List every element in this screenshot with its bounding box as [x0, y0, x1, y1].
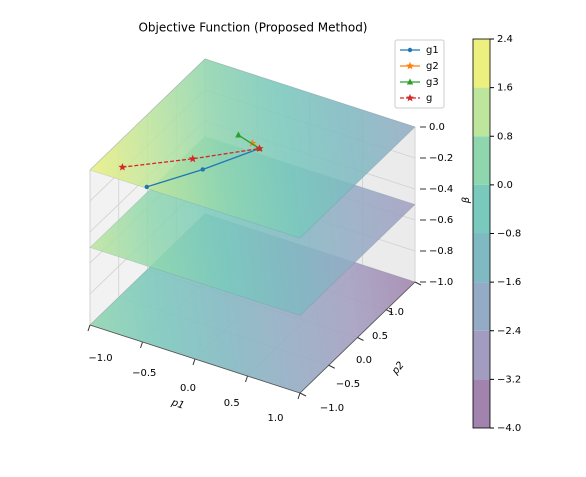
z-tick-label: −0.4	[429, 184, 453, 195]
x-tick-label: −1.0	[88, 353, 112, 364]
x-tick	[87, 324, 91, 332]
y-tick	[299, 392, 307, 397]
colorbar-band	[473, 379, 490, 428]
y-tick	[357, 337, 364, 341]
y-tick	[386, 309, 393, 314]
marker	[406, 78, 414, 85]
y-tick-label: 0.0	[356, 355, 372, 366]
marker	[407, 47, 413, 53]
legend-label: g2	[426, 61, 439, 72]
x-axis-label: p1	[169, 397, 185, 412]
z-tick-label: −1.0	[429, 277, 453, 288]
z-tick-label: −0.8	[429, 246, 453, 257]
colorbar-tick-label: −1.6	[497, 277, 521, 288]
x-tick-label: 0.0	[180, 383, 196, 394]
marker	[235, 131, 242, 138]
legend-label: g	[426, 93, 432, 104]
colorbar-band	[473, 330, 490, 380]
y-tick	[414, 281, 422, 286]
marker	[406, 61, 414, 70]
x-tick-label: 1.0	[268, 413, 284, 424]
colorbar-tick-label: 2.4	[497, 34, 513, 45]
colorbar-tick-label: 0.0	[497, 180, 513, 191]
chart-title: Objective Function (Proposed Method)	[138, 21, 367, 35]
y-tick-label: −0.5	[336, 379, 360, 390]
colorbar-tick-label: 0.8	[497, 131, 513, 142]
z-axis-label: β	[461, 196, 472, 204]
y-tick-label: −1.0	[320, 403, 344, 414]
marker	[200, 167, 205, 172]
colorbar-band	[473, 282, 490, 331]
x-tick-label: −0.5	[132, 368, 156, 379]
marker	[188, 154, 197, 163]
y-tick-label: 0.5	[372, 331, 388, 342]
marker	[144, 184, 149, 190]
y-tick	[328, 364, 335, 369]
colorbar-band	[473, 184, 490, 234]
z-tick-label: 0.0	[429, 122, 445, 133]
z-tick-label: −0.2	[429, 153, 453, 164]
trajectory	[238, 134, 260, 150]
colorbar-tick-label: −3.2	[497, 374, 521, 385]
colorbar-band	[473, 39, 490, 88]
y-axis-label: p2	[389, 360, 406, 378]
x-tick	[297, 392, 301, 400]
surface	[89, 58, 416, 239]
colorbar-band	[473, 136, 490, 185]
x-tick	[192, 358, 196, 366]
marker	[248, 139, 257, 147]
y-tick-label: 1.0	[388, 307, 404, 318]
marker	[406, 93, 414, 102]
x-tick	[140, 341, 143, 349]
x-tick	[245, 375, 248, 383]
colorbar-tick-label: 1.6	[497, 83, 513, 94]
marker	[255, 144, 264, 152]
legend-label: g3	[426, 77, 439, 88]
colorbar-tick-label: −2.4	[497, 326, 521, 337]
legend	[394, 39, 445, 109]
x-tick-label: 0.5	[224, 398, 240, 409]
legend-label: g1	[426, 45, 439, 56]
z-tick-label: −0.6	[429, 215, 453, 226]
colorbar-tick-label: −4.0	[497, 423, 521, 434]
trajectory	[122, 147, 260, 168]
colorbar-band	[473, 87, 490, 137]
colorbar-tick-label: −0.8	[497, 229, 521, 240]
colorbar-band	[473, 233, 490, 283]
marker	[118, 162, 127, 171]
